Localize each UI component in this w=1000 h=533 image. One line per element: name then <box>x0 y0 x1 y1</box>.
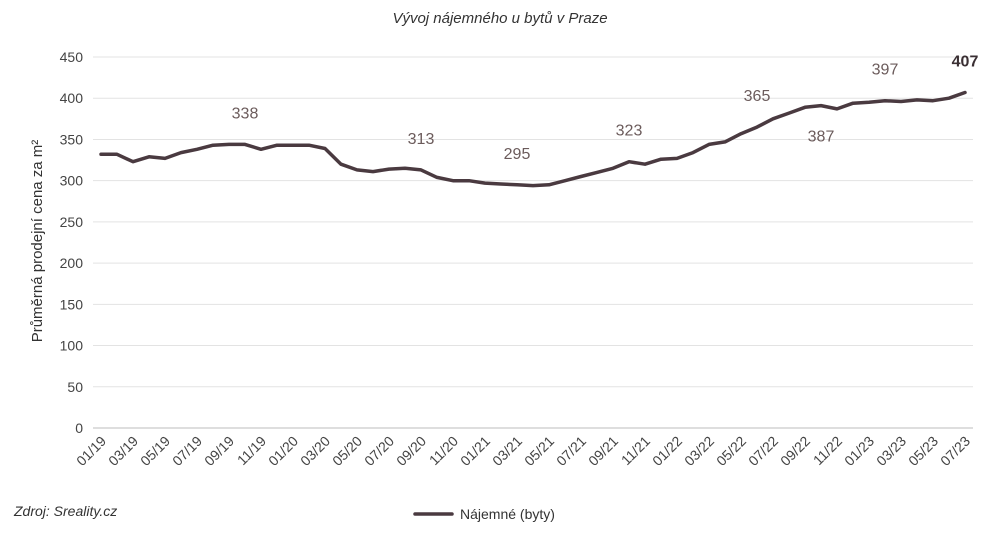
legend: Nájemné (byty) <box>413 506 555 522</box>
data-label: 397 <box>872 62 899 79</box>
y-axis-ticks: 0 50 100 150 200 250 300 350 400 450 <box>60 49 84 436</box>
y-tick-label: 100 <box>60 338 84 354</box>
x-tick-label: 05/23 <box>905 433 941 469</box>
x-tick-label: 07/22 <box>745 433 781 469</box>
x-tick-label: 11/20 <box>426 433 462 469</box>
x-tick-label: 09/20 <box>393 433 429 469</box>
x-tick-label: 07/20 <box>361 433 397 469</box>
x-tick-label: 01/22 <box>649 433 685 469</box>
x-tick-label: 11/22 <box>810 433 846 469</box>
x-tick-label: 11/19 <box>234 433 270 469</box>
gridlines <box>93 56 973 429</box>
x-tick-label: 01/20 <box>265 433 301 469</box>
x-tick-label: 03/19 <box>105 433 141 469</box>
x-tick-label: 09/22 <box>777 433 813 469</box>
x-tick-label: 01/19 <box>73 433 109 469</box>
source-note: Zdroj: Sreality.cz <box>14 503 118 519</box>
series-layer <box>99 90 967 188</box>
x-tick-label: 09/21 <box>585 433 621 469</box>
y-tick-label: 350 <box>60 131 84 147</box>
x-tick-label: 07/23 <box>937 433 973 469</box>
x-tick-label: 11/21 <box>618 433 654 469</box>
x-tick-label: 01/23 <box>841 433 877 469</box>
x-tick-label: 03/22 <box>681 433 717 469</box>
data-label: 338 <box>232 105 259 122</box>
x-tick-label: 01/21 <box>457 433 493 469</box>
x-tick-label: 03/23 <box>873 433 909 469</box>
data-labels: 338 313 295 323 365 387 397 407 <box>232 53 979 162</box>
data-label: 323 <box>616 123 643 140</box>
x-tick-label: 03/20 <box>297 433 333 469</box>
data-label: 295 <box>504 146 531 163</box>
x-tick-label: 03/21 <box>489 433 525 469</box>
data-label: 313 <box>408 131 435 148</box>
x-tick-label: 07/21 <box>553 433 589 469</box>
x-tick-label: 05/22 <box>713 433 749 469</box>
x-tick-label: 05/20 <box>329 433 365 469</box>
y-tick-label: 400 <box>60 90 84 106</box>
y-axis-title: Průměrná prodejní cena za m² <box>29 140 46 343</box>
data-label: 387 <box>808 129 835 146</box>
x-tick-label: 05/19 <box>137 433 173 469</box>
x-tick-label: 05/21 <box>521 433 557 469</box>
legend-label: Nájemné (byty) <box>460 506 555 522</box>
data-label: 365 <box>744 88 771 105</box>
y-tick-label: 50 <box>67 379 83 395</box>
y-tick-label: 300 <box>60 173 84 189</box>
x-tick-label: 07/19 <box>169 433 205 469</box>
y-tick-label: 0 <box>75 420 83 436</box>
x-axis-ticks: 01/1903/1905/1907/1909/1911/1901/2003/20… <box>73 433 973 469</box>
x-tick-label: 09/19 <box>201 433 237 469</box>
chart-title: Vývoj nájemného u bytů v Praze <box>392 10 608 27</box>
y-tick-label: 450 <box>60 49 84 65</box>
y-tick-label: 150 <box>60 296 84 312</box>
y-tick-label: 250 <box>60 214 84 230</box>
series-line <box>99 90 967 188</box>
y-tick-label: 200 <box>60 255 84 271</box>
data-label: 407 <box>952 53 979 70</box>
